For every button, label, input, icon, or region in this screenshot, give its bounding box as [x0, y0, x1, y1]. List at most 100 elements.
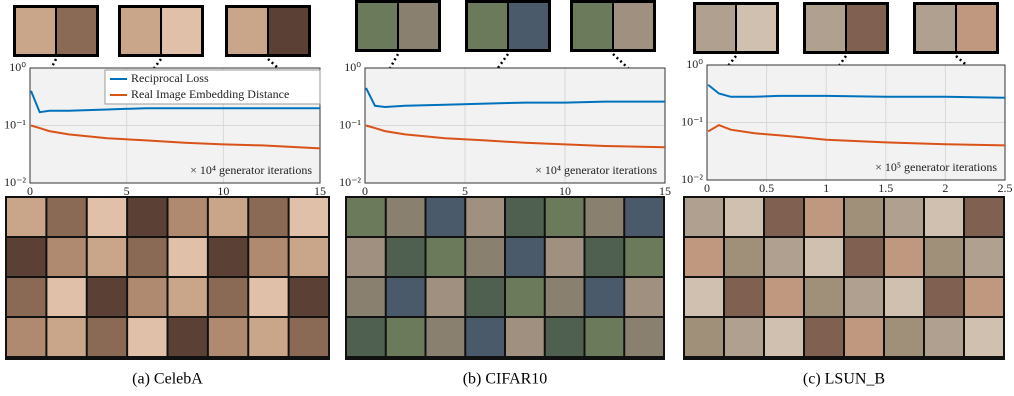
sample-image [7, 198, 45, 236]
thumbnail-image [269, 8, 308, 54]
thumbnail-image [806, 5, 845, 51]
thumbnail-image [16, 8, 55, 54]
sample-image [765, 198, 803, 236]
sample-image [725, 238, 763, 276]
figure: 10⁰10⁻¹10⁻²051015Reciprocal LossReal Ima… [0, 0, 1014, 396]
x-tick-label: 0.5 [759, 181, 774, 195]
x-tick-label: 0 [362, 184, 368, 198]
y-tick-label: 10⁻² [4, 175, 26, 189]
x-tick-label: 2 [942, 181, 948, 195]
thumbnail-image [737, 5, 776, 51]
sample-image [765, 278, 803, 316]
sample-image [586, 278, 624, 316]
sample-image [925, 318, 963, 356]
x-tick-label: 0 [704, 181, 710, 195]
sample-image [845, 238, 883, 276]
sample-image [685, 278, 723, 316]
sample-image [685, 198, 723, 236]
sample-image [546, 278, 584, 316]
sample-image [885, 198, 923, 236]
x-tick-label: 5 [124, 184, 130, 198]
sample-image [47, 318, 85, 356]
sample-image [805, 238, 843, 276]
x-tick-label: 1 [823, 181, 829, 195]
sample-image [347, 318, 385, 356]
sample-image [885, 318, 923, 356]
sample-image [88, 238, 126, 276]
sample-image [466, 278, 504, 316]
sample-image [546, 238, 584, 276]
thumbnail-image [121, 8, 160, 54]
sample-image [169, 278, 207, 316]
sample-image [506, 278, 544, 316]
sample-image [506, 238, 544, 276]
thumbnail-image [916, 5, 955, 51]
sample-image [885, 238, 923, 276]
sample-image [128, 278, 166, 316]
sample-image [347, 278, 385, 316]
sample-image [169, 198, 207, 236]
sample-image [209, 318, 247, 356]
sample-image [209, 238, 247, 276]
sample-image [249, 238, 287, 276]
annotation: × 10⁴ generator iterations [535, 163, 657, 177]
sample-image [290, 278, 328, 316]
sample-image [347, 198, 385, 236]
thumbnail-image [573, 3, 612, 49]
sample-image [128, 318, 166, 356]
sample-image [506, 318, 544, 356]
sample-image [427, 198, 465, 236]
sample-image [725, 318, 763, 356]
legend-label: Reciprocal Loss [131, 71, 209, 85]
thumbnail-image [509, 3, 548, 49]
sample-image [885, 278, 923, 316]
sample-image [546, 318, 584, 356]
sample-image [765, 318, 803, 356]
sample-image [88, 318, 126, 356]
sample-image [88, 198, 126, 236]
sample-image [805, 198, 843, 236]
thumbnail-image [399, 3, 438, 49]
y-tick-label: 10⁰ [344, 60, 361, 74]
sample-image [845, 278, 883, 316]
sample-image [685, 238, 723, 276]
x-tick-label: 5 [462, 184, 468, 198]
sample-image [586, 238, 624, 276]
sample-image [7, 318, 45, 356]
sample-image [965, 318, 1003, 356]
sample-image [427, 278, 465, 316]
thumbnail-image [162, 8, 201, 54]
thumbnail-image [614, 3, 653, 49]
caption: (b) CIFAR10 [463, 371, 548, 388]
sample-image [427, 318, 465, 356]
sample-image [209, 278, 247, 316]
sample-image [925, 278, 963, 316]
y-tick-label: 10⁻¹ [681, 114, 703, 128]
sample-image [427, 238, 465, 276]
sample-image [765, 238, 803, 276]
sample-image [625, 198, 663, 236]
legend-label: Real Image Embedding Distance [131, 87, 289, 101]
x-tick-label: 15 [314, 184, 326, 198]
y-tick-label: 10⁻² [681, 172, 703, 186]
sample-image [965, 238, 1003, 276]
sample-image [47, 238, 85, 276]
y-tick-label: 10⁻² [339, 175, 361, 189]
sample-image [466, 238, 504, 276]
thumbnail-image [57, 8, 96, 54]
thumbnail-image [957, 5, 996, 51]
y-tick-label: 10⁻¹ [339, 117, 361, 131]
sample-image [387, 318, 425, 356]
sample-image [805, 318, 843, 356]
sample-image [625, 278, 663, 316]
sample-image [725, 278, 763, 316]
sample-image [128, 238, 166, 276]
x-tick-label: 1.5 [878, 181, 893, 195]
sample-image [805, 278, 843, 316]
sample-image [290, 238, 328, 276]
sample-image [965, 278, 1003, 316]
sample-image [845, 198, 883, 236]
x-tick-label: 0 [27, 184, 33, 198]
x-tick-label: 10 [217, 184, 229, 198]
sample-image [209, 198, 247, 236]
